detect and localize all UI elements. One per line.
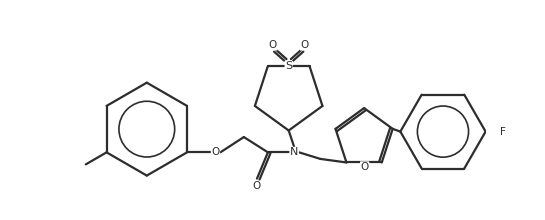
Text: O: O	[300, 40, 308, 50]
Text: O: O	[361, 162, 369, 172]
Text: S: S	[285, 61, 292, 71]
Text: F: F	[500, 126, 506, 137]
Text: O: O	[211, 147, 220, 157]
Text: O: O	[252, 181, 261, 191]
Text: O: O	[269, 40, 277, 50]
Text: N: N	[290, 147, 298, 157]
